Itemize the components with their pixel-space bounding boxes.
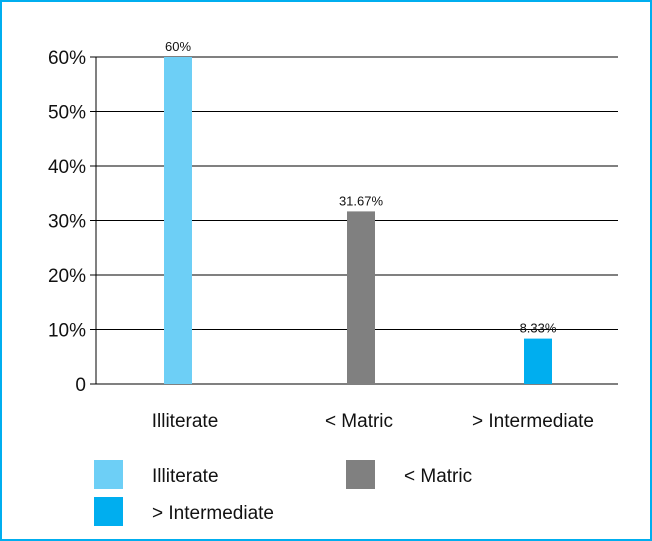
legend-label: > Intermediate (152, 503, 274, 524)
bar (524, 338, 552, 384)
data-label: 31.67% (339, 193, 384, 208)
bars (164, 57, 552, 384)
y-tick-label: 10% (48, 321, 86, 342)
y-tick-label: 20% (48, 266, 86, 287)
data-label: 8.33% (520, 321, 557, 336)
y-tick-label: 40% (48, 157, 86, 178)
legend: Illiterate < Matric > Intermediate (94, 460, 472, 526)
bar (347, 211, 375, 384)
legend-label: < Matric (404, 466, 472, 487)
data-label: 60% (165, 39, 191, 54)
labels: Illiterate 60% < Matric 31.67% > Intermediat… (152, 39, 594, 432)
x-category-label: Illiterate (152, 411, 219, 432)
legend-swatch (346, 460, 375, 489)
x-category-label: < Matric (325, 411, 393, 432)
x-category-label: > Intermediate (472, 411, 594, 432)
legend-swatch (94, 460, 123, 489)
legend-swatch (94, 497, 123, 526)
legend-label: Illiterate (152, 466, 219, 487)
y-tick-label: 60% (48, 48, 86, 69)
y-tick-label: 50% (48, 103, 86, 124)
bar (164, 57, 192, 384)
y-tick-label: 30% (48, 212, 86, 233)
y-tick-label: 0 (75, 375, 86, 396)
